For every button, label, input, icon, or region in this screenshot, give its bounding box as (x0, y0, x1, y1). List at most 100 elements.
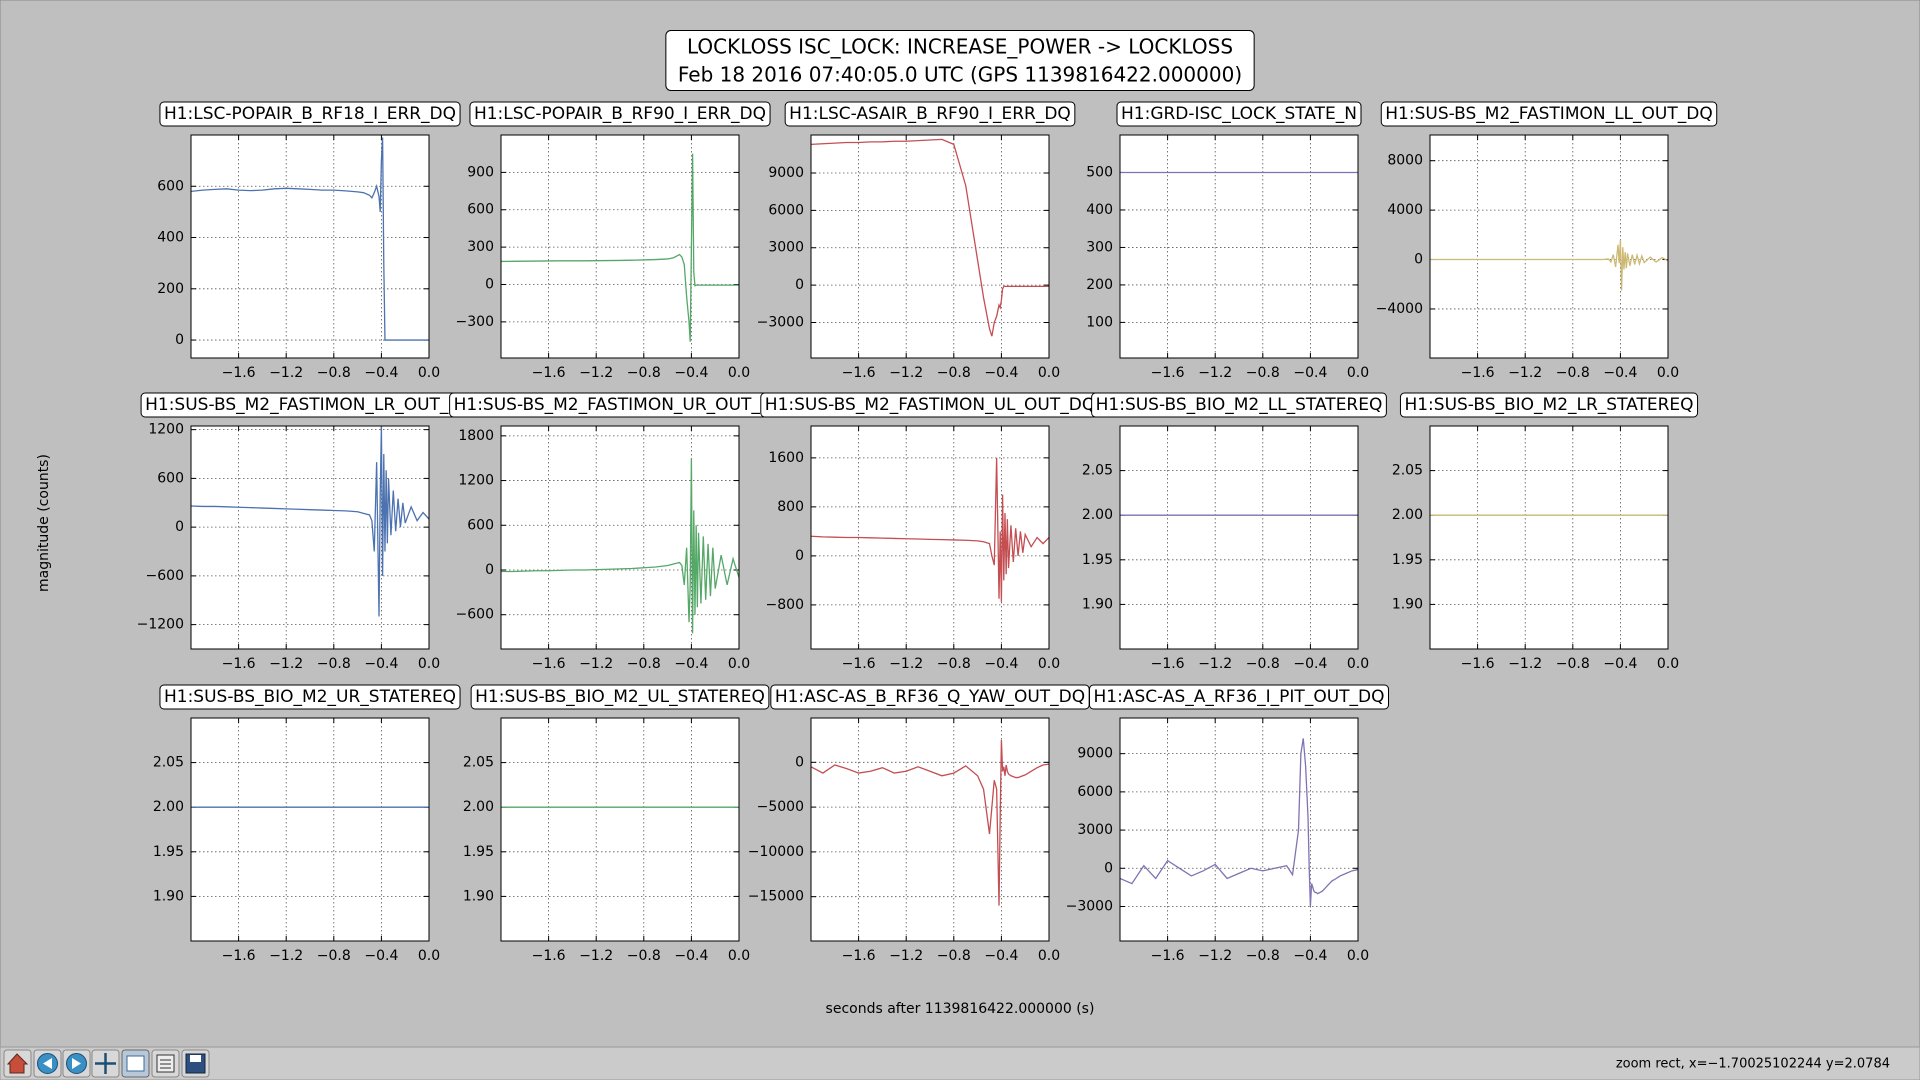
subplot: −1.6 −1.2 −0.8 −0.4 0.0 −300 0 300 600 900 H1:LSC-… (456, 101, 771, 381)
subplot-title: H1:SUS-BS_BIO_M2_UL_STATEREQ (475, 687, 765, 707)
axes-background (811, 718, 1049, 941)
axes-frame (810, 717, 1050, 942)
zoom-icon[interactable] (126, 1055, 145, 1072)
x-tick-label: 0.0 (1038, 365, 1060, 381)
subplot-title-box (469, 101, 771, 127)
x-tick-label: −0.4 (1603, 656, 1637, 672)
configure-button[interactable] (151, 1049, 180, 1078)
x-tick-label: −1.6 (842, 656, 876, 672)
y-tick-label: 2.05 (1392, 463, 1423, 479)
data-line (191, 426, 429, 617)
x-tick-label: 0.0 (1347, 365, 1369, 381)
axes-frame (500, 134, 740, 359)
x-tick-label: −1.6 (1151, 656, 1185, 672)
x-tick-label: −0.4 (1293, 948, 1327, 964)
x-tick-label: −1.2 (1198, 656, 1232, 672)
subplot: −1.6 −1.2 −0.8 −0.4 0.0 −3000 0 3000 6000 9000 H1:… (1066, 684, 1389, 964)
x-tick-label: −1.6 (532, 948, 566, 964)
y-tick-label: 500 (1086, 164, 1113, 180)
subplot: −1.6 −1.2 −0.8 −0.4 0.0 −600 0 600 1200 1800 H1:SU… (449, 392, 791, 672)
pan-button[interactable] (91, 1049, 120, 1078)
home-button[interactable] (3, 1049, 32, 1078)
subplot-title-box (1091, 392, 1387, 418)
subplot-title: H1:SUS-BS_M2_FASTIMON_UL_OUT_DQ (765, 395, 1095, 415)
x-tick-label: −0.8 (1556, 656, 1590, 672)
x-tick-label: −1.2 (269, 656, 303, 672)
y-tick-label: −1200 (137, 617, 184, 633)
subplot: −1.6 −1.2 −0.8 −0.4 0.0 0 200 400 600 H1:LSC-POPA… (157, 101, 461, 381)
x-tick-label: −1.6 (842, 948, 876, 964)
axes-frame (500, 717, 740, 942)
x-tick-label: −1.2 (1198, 365, 1232, 381)
subplot-title-box (470, 684, 770, 710)
y-tick-label: 600 (467, 202, 494, 218)
subplot-title: H1:SUS-BS_M2_FASTIMON_UR_OUT_DQ (454, 395, 787, 415)
subplot-title: H1:SUS-BS_BIO_M2_UR_STATEREQ (164, 687, 456, 707)
subplot-title-box (159, 101, 461, 127)
save-label[interactable] (190, 1055, 201, 1062)
subplot: −1.6 −1.2 −0.8 −0.4 0.0 100 200 300 400 500 H1:GRD… (1086, 101, 1369, 381)
y-tick-label: 0 (1104, 860, 1113, 876)
y-tick-label: 2.00 (463, 799, 494, 815)
x-tick-label: −1.6 (532, 656, 566, 672)
x-tick-label: 0.0 (1038, 948, 1060, 964)
back-arrow[interactable] (43, 1058, 52, 1069)
configure-lines[interactable] (160, 1059, 171, 1069)
y-tick-label: −3000 (1066, 898, 1113, 914)
y-tick-label: −15000 (748, 889, 804, 905)
y-tick-label: 600 (157, 178, 184, 194)
subplot-title: H1:SUS-BS_M2_FASTIMON_LL_OUT_DQ (1385, 104, 1712, 124)
pan-icon[interactable] (95, 1053, 116, 1074)
home-icon[interactable] (6, 1053, 29, 1074)
y-tick-label: −3000 (757, 314, 804, 330)
data-line (1430, 239, 1668, 291)
y-tick-label: −5000 (757, 799, 804, 815)
y-tick-label: 9000 (1077, 746, 1113, 762)
axes-background (1430, 426, 1668, 649)
data-line (1120, 738, 1358, 907)
y-tick-label: −800 (766, 597, 804, 613)
zoom-button[interactable] (121, 1049, 150, 1078)
data-line (811, 138, 1049, 337)
axes-frame (1119, 717, 1359, 942)
forward-button[interactable] (62, 1049, 91, 1078)
subplot-title: H1:ASC-AS_A_RF36_I_PIT_OUT_DQ (1094, 687, 1385, 707)
x-tick-label: 0.0 (418, 948, 440, 964)
y-tick-label: 1.95 (463, 844, 494, 860)
x-tick-label: 0.0 (1038, 656, 1060, 672)
data-line (501, 458, 739, 634)
x-tick-label: −1.6 (1461, 365, 1495, 381)
x-tick-label: −1.6 (222, 365, 256, 381)
subplot-title-box (1380, 101, 1718, 127)
subplot: −1.6 −1.2 −0.8 −0.4 0.0 −15000 −10000 −5000 0 H1:… (748, 684, 1090, 964)
y-tick-label: 0 (1414, 252, 1423, 268)
x-tick-label: −0.8 (937, 948, 971, 964)
x-tick-label: −0.4 (674, 365, 708, 381)
data-line (501, 153, 739, 342)
y-tick-label: 400 (157, 230, 184, 246)
axes-frame (500, 425, 740, 650)
back-button[interactable] (33, 1049, 62, 1078)
y-tick-label: 1.95 (153, 844, 184, 860)
axes-background (1120, 718, 1358, 941)
save-button[interactable] (181, 1049, 210, 1078)
x-tick-label: −0.8 (627, 365, 661, 381)
y-tick-label: 3000 (1077, 822, 1113, 838)
x-tick-label: −0.8 (627, 656, 661, 672)
subplot-title-box (1116, 101, 1362, 127)
y-tick-label: 6000 (768, 202, 804, 218)
x-tick-label: −0.4 (364, 656, 398, 672)
axes-background (191, 718, 429, 941)
y-tick-label: 0 (175, 332, 184, 348)
axes-frame (190, 425, 430, 650)
x-tick-label: −0.8 (317, 948, 351, 964)
toolbar-background (0, 1046, 1920, 1080)
y-tick-label: −600 (146, 568, 184, 584)
axes-background (1120, 135, 1358, 358)
y-tick-label: 9000 (768, 165, 804, 181)
figure-title: LOCKLOSS ISC_LOCK: INCREASE_POWER -> LOC… (687, 35, 1233, 59)
y-tick-label: 8000 (1387, 153, 1423, 169)
forward-arrow[interactable] (72, 1058, 81, 1069)
y-tick-label: 0 (795, 277, 804, 293)
subplot: −1.6 −1.2 −0.8 −0.4 0.0 −3000 0 3000 6000 9000 H1:… (757, 101, 1076, 381)
